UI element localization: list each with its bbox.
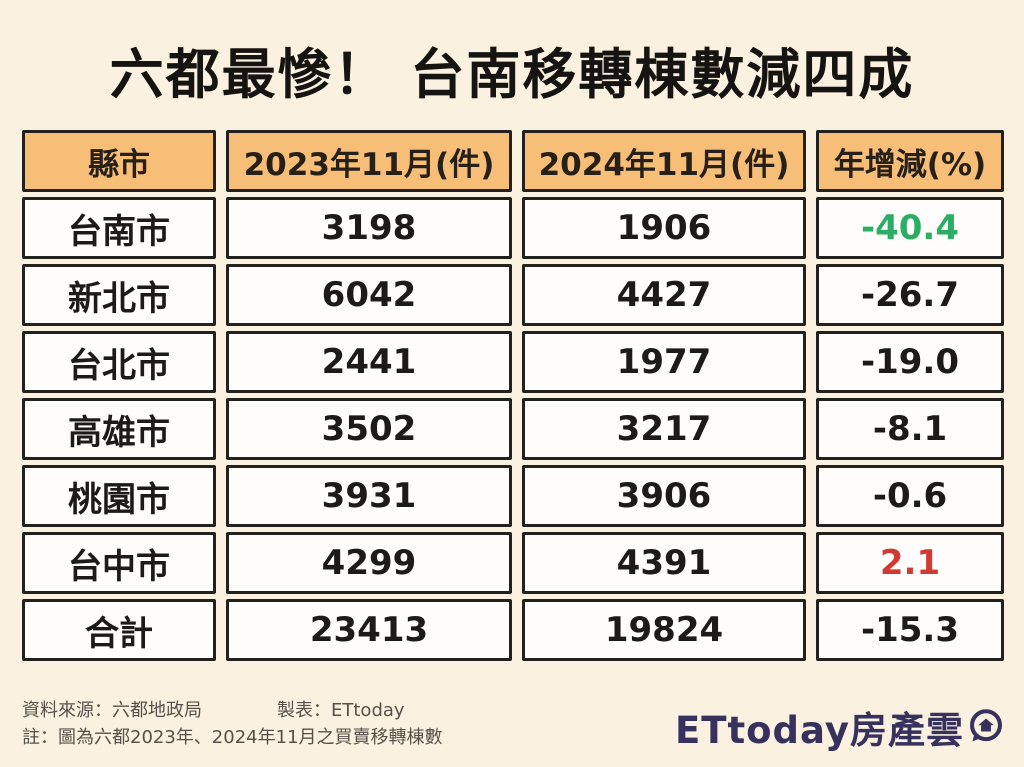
cell-city-taipei: 台北市 — [22, 331, 216, 393]
column-header-2024: 2024年11月(件) — [522, 130, 806, 192]
ettoday-logo: ETtoday房產雲 — [675, 700, 1004, 754]
house-in-circle-icon — [968, 708, 1004, 746]
data-table: 縣市 2023年11月(件) 2024年11月(件) 年增減(%) 台南市 31… — [22, 130, 1004, 661]
cell-city-tainan: 台南市 — [22, 197, 216, 259]
cell-city-taichung: 台中市 — [22, 532, 216, 594]
cell-city-kaohsiung: 高雄市 — [22, 398, 216, 460]
column-header-city: 縣市 — [22, 130, 216, 192]
cell-2024-taipei: 1977 — [522, 331, 806, 393]
cell-2023-total: 23413 — [226, 599, 512, 661]
cell-2024-taichung: 4391 — [522, 532, 806, 594]
cell-change-tainan: -40.4 — [816, 197, 1004, 259]
column-header-2023: 2023年11月(件) — [226, 130, 512, 192]
cell-2023-taipei: 2441 — [226, 331, 512, 393]
note-label: 註：圖為六都2023年、2024年11月之買賣移轉棟數 — [22, 727, 443, 748]
column-header-change: 年增減(%) — [816, 130, 1004, 192]
cell-change-kaohsiung: -8.1 — [816, 398, 1004, 460]
credit-label: 製表：ETtoday — [277, 700, 405, 721]
cell-2023-kaohsiung: 3502 — [226, 398, 512, 460]
cell-change-total: -15.3 — [816, 599, 1004, 661]
cell-2024-taoyuan: 3906 — [522, 465, 806, 527]
cell-2023-taoyuan: 3931 — [226, 465, 512, 527]
data-source-label: 資料來源：六都地政局 — [22, 700, 202, 721]
cell-city-total: 合計 — [22, 599, 216, 661]
page-title: 六都最慘！ 台南移轉棟數減四成 — [109, 43, 915, 106]
cell-2023-newtaipei: 6042 — [226, 264, 512, 326]
cell-city-newtaipei: 新北市 — [22, 264, 216, 326]
footer-notes: 資料來源：六都地政局 製表：ETtoday 註：圖為六都2023年、2024年11… — [22, 697, 443, 751]
cell-change-taichung: 2.1 — [816, 532, 1004, 594]
cell-change-newtaipei: -26.7 — [816, 264, 1004, 326]
cell-change-taipei: -19.0 — [816, 331, 1004, 393]
cell-2024-kaohsiung: 3217 — [522, 398, 806, 460]
ettoday-logo-text: ETtoday房產雲 — [674, 709, 964, 752]
cell-city-taoyuan: 桃園市 — [22, 465, 216, 527]
cell-2023-tainan: 3198 — [226, 197, 512, 259]
cell-change-taoyuan: -0.6 — [816, 465, 1004, 527]
cell-2024-newtaipei: 4427 — [522, 264, 806, 326]
cell-2024-tainan: 1906 — [522, 197, 806, 259]
cell-2023-taichung: 4299 — [226, 532, 512, 594]
cell-2024-total: 19824 — [522, 599, 806, 661]
